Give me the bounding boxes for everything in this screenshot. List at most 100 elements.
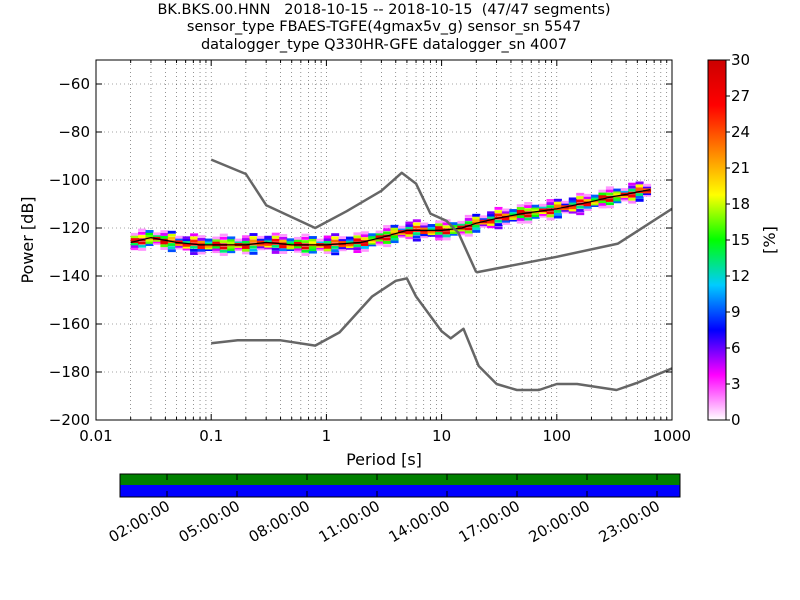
psd-cell — [197, 246, 206, 249]
psd-cell — [212, 247, 221, 251]
psd-cell — [353, 250, 362, 254]
psd-cell — [494, 206, 503, 210]
psd-cell — [227, 250, 236, 254]
psd-cell — [420, 222, 429, 226]
psd-cell — [501, 213, 510, 216]
psd-cell — [346, 246, 355, 250]
psd-cell — [420, 224, 429, 228]
psd-cell — [375, 238, 384, 242]
psd-cell — [509, 217, 518, 220]
psd-cell — [539, 203, 548, 207]
psd-cell — [390, 235, 399, 238]
psd-cell — [628, 197, 637, 201]
psd-cell — [605, 205, 614, 209]
psd-cell — [160, 232, 169, 236]
psd-cell — [204, 248, 213, 252]
psd-cell — [605, 189, 614, 193]
psd-cell — [175, 246, 184, 250]
psd-cell — [167, 233, 176, 237]
psd-cell — [553, 215, 562, 219]
psd-cell — [449, 231, 458, 234]
psd-cell — [613, 192, 622, 196]
psd-cell — [227, 247, 236, 251]
psd-cell — [583, 208, 592, 212]
psd-cell — [405, 231, 414, 235]
psd-cell — [613, 198, 622, 202]
psd-cell — [494, 213, 503, 217]
psd-cell — [190, 236, 199, 240]
colorbar-tick-label: 9 — [731, 303, 741, 321]
x-tick-label: 10 — [432, 427, 451, 445]
psd-cell — [204, 244, 213, 248]
chart-title-line-1: BK.BKS.00.HNN 2018-10-15 -- 2018-10-15 (… — [157, 2, 611, 18]
psd-cell — [583, 203, 592, 207]
psd-cell — [509, 215, 518, 219]
psd-cell — [576, 205, 585, 209]
psd-cell — [479, 216, 488, 220]
psd-cell — [643, 190, 652, 194]
psd-cell — [427, 224, 436, 227]
psd-cell — [435, 237, 444, 241]
colorbar-tick-label: 6 — [731, 339, 741, 357]
psd-cell — [338, 236, 347, 240]
psd-cell — [516, 204, 525, 208]
psd-cell — [412, 238, 421, 242]
psd-cell — [316, 246, 325, 250]
psd-cell — [449, 232, 458, 236]
psd-cell — [212, 245, 221, 249]
psd-cell — [457, 232, 466, 236]
psd-cell — [449, 223, 458, 227]
availability-data-segment — [120, 474, 680, 485]
psd-cell — [553, 201, 562, 205]
psd-cell — [353, 247, 362, 251]
psd-cell — [286, 246, 295, 250]
psd-cell — [138, 235, 147, 238]
psd-cell — [449, 222, 458, 226]
psd-cell — [145, 232, 154, 236]
psd-cell — [145, 240, 154, 244]
psd-cell — [598, 202, 607, 206]
psd-cell — [583, 193, 592, 197]
psd-cell — [472, 216, 481, 220]
y-tick-label: −100 — [49, 171, 90, 189]
psd-cell — [346, 240, 355, 243]
psd-cell — [553, 204, 562, 208]
psd-cell — [219, 240, 228, 244]
psd-cell — [152, 238, 161, 242]
psd-cell — [620, 189, 629, 193]
psd-cell — [234, 248, 243, 251]
psd-cell — [546, 199, 555, 202]
psd-cell — [598, 205, 607, 209]
psd-cell — [182, 238, 191, 242]
psd-cell — [591, 194, 600, 198]
psd-cell — [568, 201, 577, 205]
psd-cell — [130, 235, 139, 239]
psd-cell — [242, 237, 251, 241]
psd-cell — [279, 245, 288, 249]
psd-cell — [405, 221, 414, 225]
psd-cell — [160, 247, 169, 250]
psd-cell — [383, 237, 392, 241]
psd-cell — [294, 241, 303, 245]
y-tick-label: −60 — [58, 75, 90, 93]
psd-cell — [457, 220, 466, 224]
psd-cell — [412, 235, 421, 239]
psd-cell — [160, 235, 169, 239]
psd-cell — [591, 196, 600, 200]
psd-cell — [338, 238, 347, 242]
psd-cell — [427, 232, 436, 236]
psd-cell — [643, 183, 652, 187]
psd-cell — [576, 196, 585, 199]
psd-cell — [605, 202, 614, 206]
psd-cell — [242, 246, 251, 249]
psd-cell — [308, 250, 317, 254]
psd-cell — [167, 236, 176, 240]
psd-cell — [138, 248, 147, 251]
psd-cell — [308, 238, 317, 242]
psd-cell — [390, 237, 399, 241]
psd-cell — [138, 244, 147, 248]
psd-cell — [591, 202, 600, 206]
psd-cell — [643, 187, 652, 191]
psd-cell — [383, 241, 392, 244]
psd-cell — [442, 225, 451, 229]
